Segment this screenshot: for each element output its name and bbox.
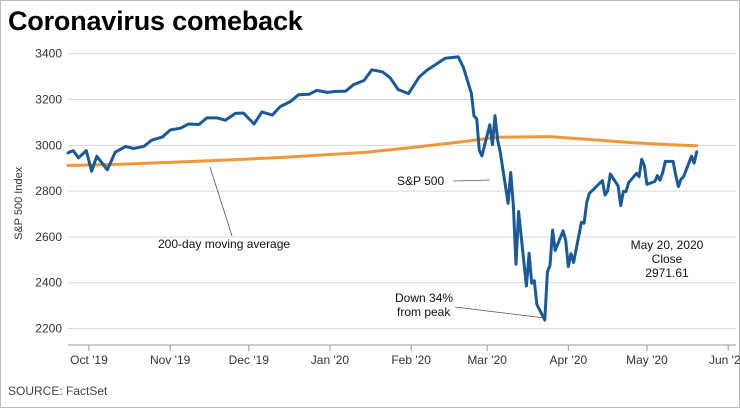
x-tick-label: Apr '20 [550, 353, 588, 367]
x-tick-labels: Oct '19 Nov '19 Dec '19 Jan '20 Feb '20 Mar '… [70, 345, 740, 367]
x-tick-label: Dec '19 [229, 353, 270, 367]
drop-label-line2: from peak [397, 305, 451, 319]
moving-average-line [66, 135, 699, 167]
y-tick-label: 2800 [35, 184, 62, 198]
series-lines [66, 55, 699, 322]
sp500-label-leader [452, 179, 491, 182]
annotations: 200-day moving average S&P 500 Down 34% … [158, 166, 704, 319]
grid-lines [68, 53, 736, 346]
y-tick-label: 2200 [35, 322, 62, 336]
y-tick-label: 3000 [35, 138, 62, 152]
drop-label-leader [454, 306, 546, 319]
ma-label: 200-day moving average [158, 237, 290, 251]
x-tick-label: Jan '20 [311, 353, 350, 367]
y-tick-label: 2400 [35, 276, 62, 290]
x-tick-label: Jun '20 [709, 353, 740, 367]
close-value-label: 2971.61 [645, 266, 689, 280]
close-word-label: Close [652, 252, 683, 266]
source-note: SOURCE: FactSet [8, 384, 108, 398]
y-axis-label: S&P 500 Index [13, 166, 25, 240]
x-tick-label: Feb '20 [391, 353, 431, 367]
x-tick-label: May '20 [626, 353, 668, 367]
y-tick-labels: 2200 2400 2600 2800 3000 3200 3400 [35, 47, 62, 336]
x-tick-label: Mar '20 [467, 353, 507, 367]
sp500-line [66, 55, 699, 322]
y-tick-label: 3400 [35, 47, 62, 61]
drop-label-line1: Down 34% [395, 291, 453, 305]
close-date-label: May 20, 2020 [631, 238, 704, 252]
y-tick-label: 2600 [35, 230, 62, 244]
ma-label-leader [209, 166, 233, 237]
sp500-label: S&P 500 [397, 174, 444, 188]
x-tick-label: Oct '19 [70, 353, 108, 367]
y-tick-label: 3200 [35, 93, 62, 107]
chart-title: Coronavirus comeback [8, 6, 303, 36]
x-tick-label: Nov '19 [150, 353, 191, 367]
